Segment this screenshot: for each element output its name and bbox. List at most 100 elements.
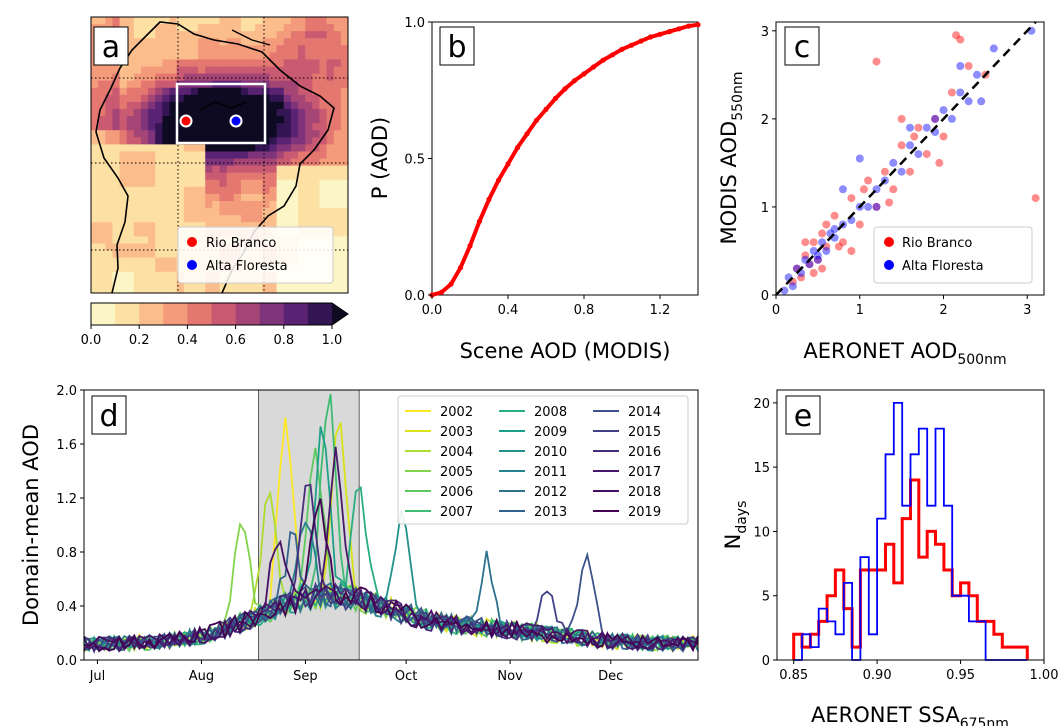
map-cell	[319, 201, 328, 209]
map-cell	[140, 101, 149, 110]
map-cell	[240, 38, 249, 46]
map-cell	[190, 17, 199, 25]
map-cell	[340, 172, 349, 181]
map-cell	[126, 94, 135, 103]
map-cell	[91, 116, 99, 124]
map-cell	[98, 116, 106, 124]
map-cell	[340, 179, 349, 188]
colorbar-bin	[139, 303, 164, 325]
map-cell	[176, 222, 185, 230]
map-cell	[240, 31, 249, 39]
map-cell	[148, 66, 156, 75]
map-cell	[248, 66, 256, 75]
map-cell	[140, 236, 149, 244]
map-cell	[140, 31, 149, 39]
map-cell	[333, 59, 342, 68]
map-cell	[248, 101, 256, 110]
map-cell	[126, 123, 135, 131]
map-cell	[212, 101, 220, 110]
map-cell	[112, 123, 121, 131]
map-cell	[162, 215, 171, 223]
map-cell	[155, 172, 163, 181]
map-cell	[98, 229, 106, 237]
map-cell	[255, 109, 263, 117]
map-cell	[148, 172, 156, 181]
map-cell	[276, 165, 285, 174]
map-cell	[190, 73, 199, 82]
map-cell	[319, 186, 328, 195]
y-tick-label: 2	[761, 113, 769, 128]
map-cell	[126, 243, 135, 252]
map-cell	[312, 179, 320, 188]
map-cell	[333, 208, 342, 216]
map-cell	[155, 130, 163, 138]
map-cell	[190, 165, 199, 174]
map-cell	[298, 193, 306, 202]
map-cell	[283, 186, 292, 195]
map-cell	[269, 201, 278, 209]
map-cell	[219, 222, 228, 230]
map-cell	[219, 52, 228, 60]
map-cell	[319, 52, 328, 60]
colorbar: 0.0 0.2 0.4 0.6 0.8 1.0	[81, 302, 349, 348]
map-cell	[169, 285, 178, 294]
map-cell	[276, 17, 285, 25]
cdf-point	[467, 243, 473, 249]
map-cell	[119, 130, 128, 138]
map-cell	[248, 208, 256, 216]
map-cell	[240, 165, 249, 174]
map-cell	[248, 193, 256, 202]
map-cell	[233, 179, 242, 188]
map-cell	[219, 109, 228, 117]
map-cell	[269, 17, 278, 25]
map-cell	[283, 158, 292, 167]
map-cell	[119, 229, 128, 237]
map-cell	[98, 87, 106, 96]
scatter-point	[947, 114, 956, 123]
scatter-point	[910, 132, 919, 141]
map-cell	[333, 109, 342, 117]
map-cell	[226, 17, 235, 25]
map-cell	[233, 186, 242, 195]
map-cell	[126, 158, 135, 167]
map-cell	[162, 208, 171, 216]
series-line-2013	[83, 530, 699, 651]
panel-e-label-box	[785, 395, 821, 435]
scatter-point	[1031, 194, 1040, 203]
map-cell	[212, 130, 220, 138]
map-cell	[269, 222, 278, 230]
panel-b-label: b	[447, 30, 466, 65]
map-cell	[212, 87, 220, 96]
map-cell	[126, 229, 135, 237]
map-cell	[212, 193, 220, 202]
map-cell	[340, 45, 349, 53]
map-cell	[148, 285, 156, 294]
map-cell	[319, 87, 328, 96]
map-cell	[98, 144, 106, 152]
map-cell	[262, 172, 270, 181]
scatter-point	[880, 167, 889, 176]
map-cell	[183, 52, 192, 60]
scatter-point	[834, 242, 843, 251]
map-cell	[333, 123, 342, 131]
map-cell	[298, 123, 306, 131]
map-cell	[162, 73, 171, 82]
map-cell	[133, 236, 142, 244]
map-cell	[205, 151, 213, 160]
map-cell	[176, 172, 185, 181]
map-cell	[133, 101, 142, 110]
map-cell	[233, 94, 242, 103]
map-cell	[290, 24, 299, 32]
colorbar-bin	[115, 303, 140, 325]
map-cell	[119, 208, 128, 216]
map-cell	[140, 278, 149, 287]
map-cell	[205, 52, 213, 60]
map-cell	[198, 193, 206, 202]
cdf-point	[514, 145, 521, 151]
legend-box	[873, 226, 1033, 284]
map-cell	[233, 201, 242, 209]
map-cell	[226, 201, 235, 209]
map-cell	[133, 24, 142, 32]
map-cell	[333, 165, 342, 174]
scatter-point	[977, 97, 986, 106]
